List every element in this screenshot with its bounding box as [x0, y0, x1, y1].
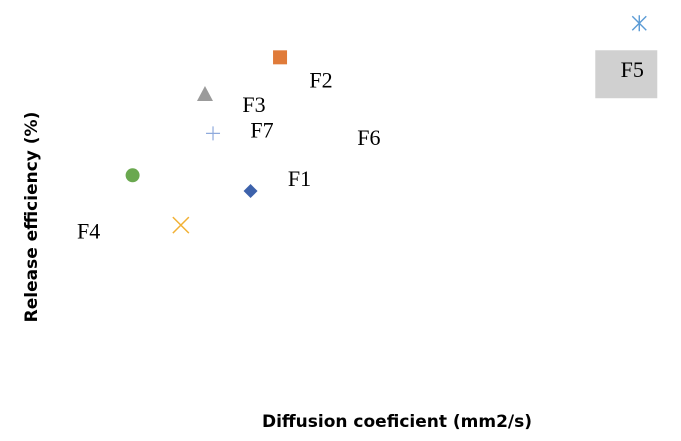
data-label-f6: F6: [357, 125, 380, 150]
data-label-f5: F5: [621, 57, 644, 82]
data-label-f3: F3: [242, 92, 265, 117]
data-label-f1: F1: [288, 166, 311, 191]
x-axis-label: Diffusion coeficient (mm2/s): [262, 412, 532, 432]
y-axis-label: Release efficiency (%): [22, 112, 42, 323]
data-point-f6: [172, 216, 190, 234]
data-point-f7: [206, 126, 221, 141]
data-label-box-f5: [595, 50, 658, 99]
points-layer: [125, 15, 647, 234]
data-label-f2: F2: [309, 67, 332, 92]
data-point-f1: [243, 184, 258, 199]
data-label-f4: F4: [77, 218, 100, 243]
data-label-f7: F7: [250, 117, 273, 142]
data-point-f4: [125, 168, 140, 183]
data-point-f3: [196, 86, 213, 102]
data-point-f2: [273, 50, 288, 65]
labels-layer: F1 F2 F3 F4 F5 F6 F7: [77, 50, 658, 243]
data-point-f5: [631, 15, 647, 32]
